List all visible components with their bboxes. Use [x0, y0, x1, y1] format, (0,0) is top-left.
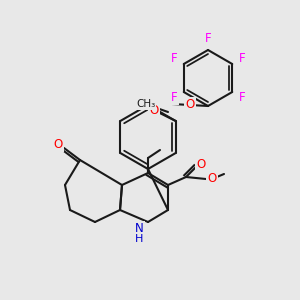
Text: O: O	[53, 137, 63, 151]
Text: F: F	[238, 91, 245, 104]
Text: CH₃: CH₃	[136, 99, 155, 109]
Text: H: H	[135, 234, 143, 244]
Text: F: F	[205, 32, 211, 46]
Text: F: F	[171, 91, 178, 104]
Text: O: O	[196, 158, 206, 170]
Text: F: F	[171, 52, 178, 65]
Text: O: O	[149, 103, 158, 116]
Text: N: N	[135, 223, 143, 236]
Text: O: O	[207, 172, 217, 185]
Text: O: O	[185, 98, 195, 112]
Text: F: F	[238, 52, 245, 65]
